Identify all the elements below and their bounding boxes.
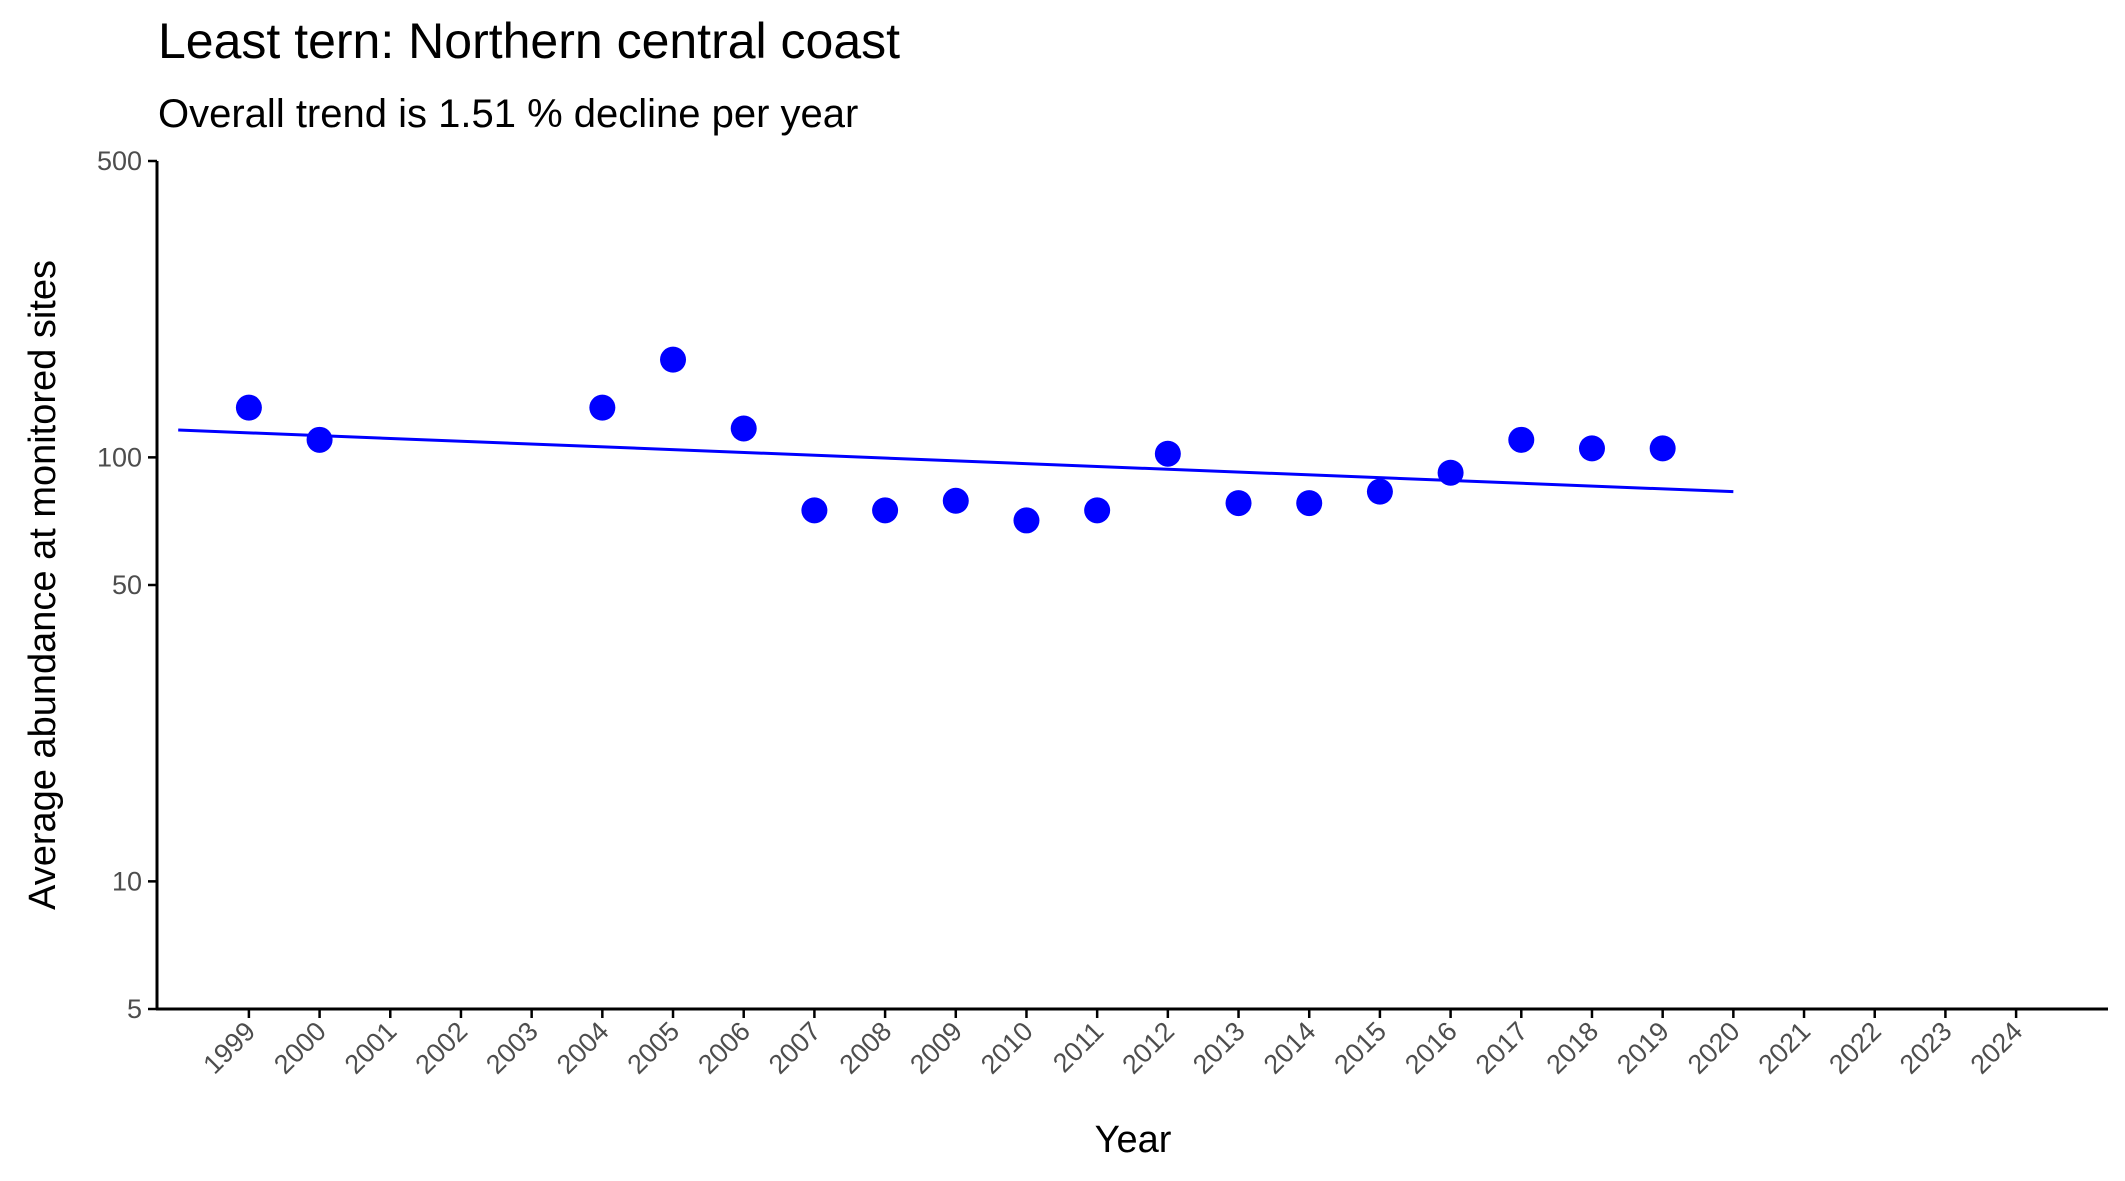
point bbox=[730, 415, 757, 442]
y-axis-title: Average abundance at monitored sites bbox=[22, 260, 64, 910]
x-tick-label: 2024 bbox=[1965, 1016, 2029, 1080]
point bbox=[1649, 435, 1676, 462]
point bbox=[589, 394, 616, 421]
y-tick-label: 100 bbox=[97, 442, 142, 472]
x-tick-label: 2004 bbox=[551, 1016, 615, 1080]
point bbox=[801, 497, 828, 524]
x-tick-label: 2011 bbox=[1047, 1016, 1109, 1078]
y-tick-label: 500 bbox=[97, 146, 142, 176]
x-tick-label: 2003 bbox=[480, 1016, 544, 1080]
x-axis-title: Year bbox=[1095, 1119, 1172, 1161]
x-tick-label: 2017 bbox=[1470, 1016, 1534, 1080]
point bbox=[872, 497, 899, 524]
y-tick-label: 50 bbox=[112, 570, 142, 600]
x-tick-label: 2014 bbox=[1258, 1016, 1322, 1080]
x-tick-label: 2013 bbox=[1187, 1016, 1251, 1080]
x-tick-label: 2015 bbox=[1328, 1016, 1392, 1080]
x-tick-label: 2005 bbox=[622, 1016, 686, 1080]
trend-line bbox=[178, 428, 1734, 494]
x-tick-label: 2012 bbox=[1116, 1016, 1180, 1080]
x-tick-label: 2010 bbox=[975, 1016, 1039, 1080]
point bbox=[1366, 478, 1393, 505]
x-tick-label: 2007 bbox=[763, 1016, 827, 1080]
point bbox=[1225, 490, 1252, 517]
point bbox=[306, 426, 333, 453]
x-tick-label: 2021 bbox=[1753, 1016, 1817, 1080]
point bbox=[1013, 507, 1040, 534]
point bbox=[1437, 459, 1464, 486]
chart-title: Least tern: Northern central coast bbox=[158, 13, 900, 69]
y-tick-label: 5 bbox=[127, 994, 142, 1024]
point bbox=[1296, 490, 1323, 517]
point bbox=[1084, 497, 1111, 524]
point bbox=[1508, 426, 1535, 453]
point bbox=[1154, 440, 1181, 467]
point bbox=[942, 487, 969, 514]
x-tick-label: 2020 bbox=[1682, 1016, 1746, 1080]
x-tick-label: 2008 bbox=[834, 1016, 898, 1080]
x-tick-label: 2023 bbox=[1894, 1016, 1958, 1080]
point bbox=[1578, 435, 1605, 462]
chart-subtitle: Overall trend is 1.51 % decline per year bbox=[158, 92, 858, 136]
x-tick-label: 2016 bbox=[1399, 1016, 1463, 1080]
x-tick-label: 2002 bbox=[410, 1016, 474, 1080]
point bbox=[660, 346, 687, 373]
y-tick-label: 10 bbox=[112, 866, 142, 896]
x-tick-label: 2018 bbox=[1541, 1016, 1605, 1080]
x-tick-label: 2022 bbox=[1823, 1016, 1887, 1080]
x-tick-label: 2009 bbox=[904, 1016, 968, 1080]
x-tick-label: 2000 bbox=[268, 1016, 332, 1080]
x-tick-label: 2001 bbox=[339, 1016, 403, 1080]
x-tick-label: 1999 bbox=[197, 1016, 261, 1080]
x-tick-label: 2006 bbox=[692, 1016, 756, 1080]
point bbox=[235, 394, 262, 421]
x-tick-label: 2019 bbox=[1611, 1016, 1675, 1080]
